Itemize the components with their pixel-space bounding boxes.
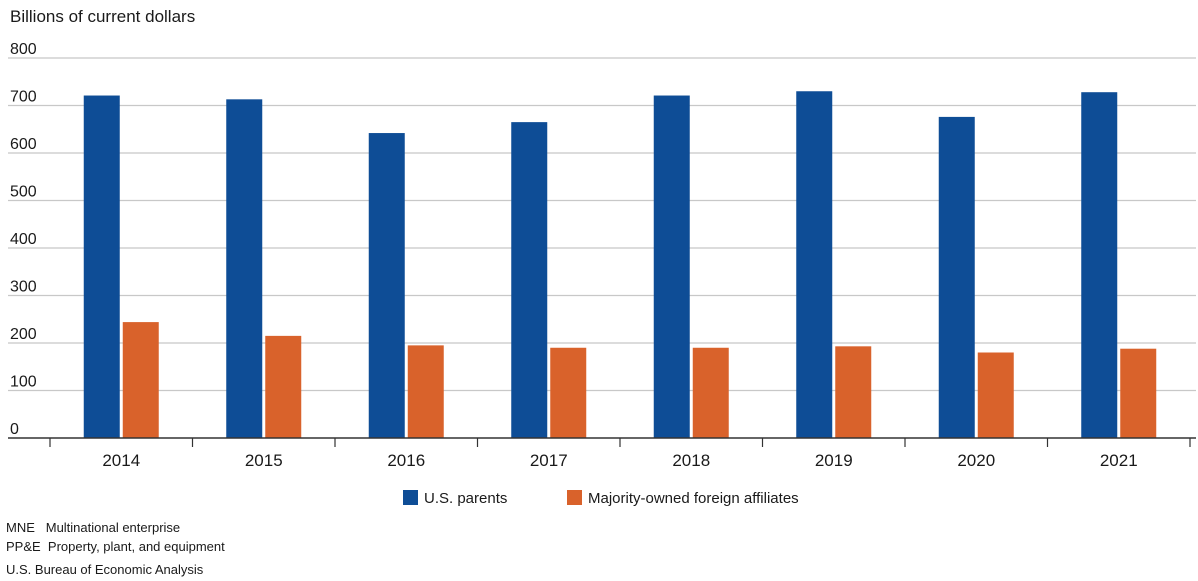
y-tick-label: 100 bbox=[10, 374, 37, 391]
bar-foreign-affiliates-2021 bbox=[1120, 348, 1157, 438]
note-text: Property, plant, and equipment bbox=[47, 539, 225, 554]
y-tick-label: 700 bbox=[10, 89, 37, 106]
x-tick-label: 2020 bbox=[957, 451, 995, 470]
bar-us-parents-2015 bbox=[226, 99, 263, 438]
x-tick-label: 2014 bbox=[102, 451, 140, 470]
x-tick-label: 2019 bbox=[815, 451, 853, 470]
bar-us-parents-2019 bbox=[796, 91, 833, 438]
legend: U.S. parents Majority-owned foreign affil… bbox=[403, 490, 799, 507]
note-text: Multinational enterprise bbox=[45, 520, 181, 535]
bars bbox=[83, 91, 1157, 439]
x-tick-label: 2018 bbox=[672, 451, 710, 470]
bar-foreign-affiliates-2020 bbox=[977, 352, 1014, 438]
bar-foreign-affiliates-2018 bbox=[692, 347, 729, 438]
x-tick-label: 2016 bbox=[387, 451, 425, 470]
y-tick-label: 300 bbox=[10, 279, 37, 296]
bar-foreign-affiliates-2017 bbox=[550, 347, 587, 438]
bar-foreign-affiliates-2019 bbox=[835, 346, 872, 438]
bar-foreign-affiliates-2016 bbox=[407, 345, 444, 438]
y-tick-label: 400 bbox=[10, 231, 37, 248]
bar-foreign-affiliates-2015 bbox=[265, 335, 302, 438]
source-note: U.S. Bureau of Economic Analysis bbox=[6, 562, 204, 577]
y-tick-label: 500 bbox=[10, 184, 37, 201]
bar-us-parents-2021 bbox=[1081, 92, 1118, 438]
x-tick-label: 2015 bbox=[245, 451, 283, 470]
y-tick-label: 800 bbox=[10, 41, 37, 58]
legend-label: U.S. parents bbox=[424, 490, 507, 507]
bar-foreign-affiliates-2014 bbox=[122, 322, 159, 438]
legend-swatch bbox=[567, 490, 582, 505]
bar-us-parents-2014 bbox=[83, 95, 120, 439]
bar-us-parents-2018 bbox=[653, 95, 690, 439]
bar-us-parents-2020 bbox=[938, 116, 975, 439]
note-ppe: PP&E Property, plant, and equipment bbox=[6, 539, 225, 554]
x-axis: 2014 2015 2016 2017 2018 2019 2020 2021 bbox=[8, 437, 1196, 470]
legend-label: Majority-owned foreign affiliates bbox=[588, 490, 799, 507]
note-abbr: MNE bbox=[6, 520, 35, 535]
gridlines: 0 100 200 300 400 500 600 700 800 bbox=[8, 41, 1196, 438]
note-mne: MNE Multinational enterprise bbox=[6, 520, 180, 535]
y-axis-label: Billions of current dollars bbox=[10, 7, 195, 26]
x-tick-label: 2021 bbox=[1100, 451, 1138, 470]
y-tick-label: 0 bbox=[10, 421, 19, 438]
legend-swatch bbox=[403, 490, 418, 505]
bar-us-parents-2016 bbox=[368, 133, 405, 439]
note-abbr: PP&E bbox=[6, 539, 41, 554]
y-tick-label: 600 bbox=[10, 136, 37, 153]
y-tick-label: 200 bbox=[10, 326, 37, 343]
x-tick-label: 2017 bbox=[530, 451, 568, 470]
bar-us-parents-2017 bbox=[511, 122, 548, 438]
